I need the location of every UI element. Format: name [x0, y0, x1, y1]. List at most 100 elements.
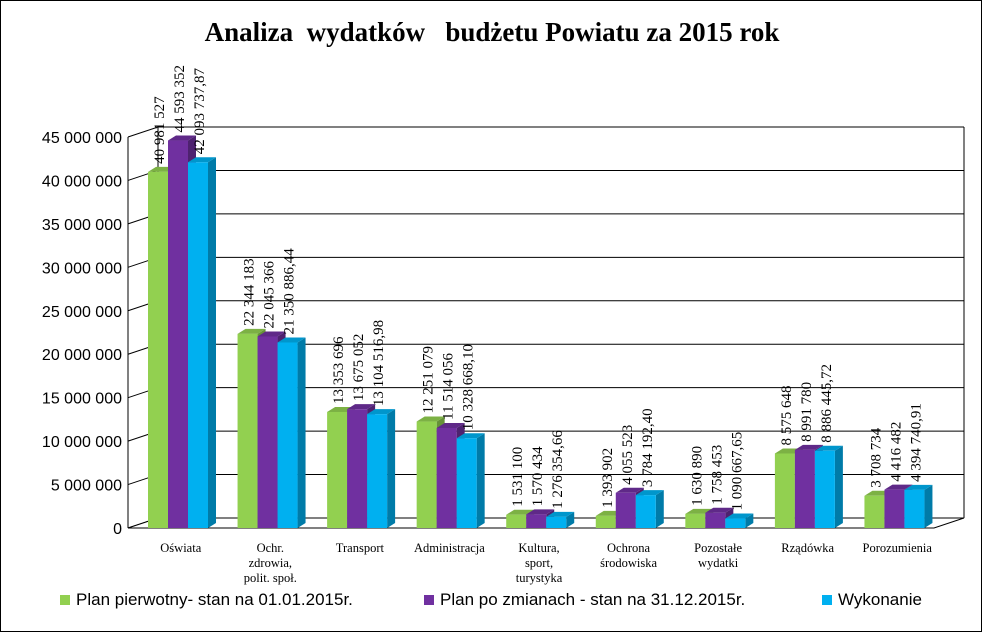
bar: [595, 515, 616, 528]
bar: [615, 492, 636, 528]
data-label: 8 575 648: [779, 385, 795, 445]
bar-top: [277, 337, 306, 343]
bar-top: [367, 409, 396, 415]
bar-top: [904, 484, 933, 490]
bar: [725, 518, 746, 528]
y-tick-label: 5 000 000: [51, 478, 122, 495]
bar-top: [506, 509, 535, 515]
data-label: 1 090 667,65: [729, 432, 745, 511]
legend-item-plan-pierwotny: Plan pierwotny- stan na 01.01.2015r.: [60, 590, 353, 610]
legend-swatch: [424, 595, 434, 605]
x-tick-label: Rządówka: [781, 541, 834, 555]
y-tick-label: 45 000 000: [42, 130, 122, 147]
data-label: 13 104 516,98: [371, 320, 387, 406]
data-label: 22 045 366: [262, 260, 278, 328]
bar-top: [635, 490, 664, 496]
data-label: 11 514 056: [441, 353, 457, 420]
bar: [794, 449, 815, 528]
data-label: 1 570 434: [530, 446, 546, 507]
bar-top: [436, 422, 465, 428]
x-tick-label: Ochrona: [607, 541, 650, 555]
bar-side: [387, 409, 396, 528]
x-tick-label: Ochr.: [257, 541, 284, 555]
x-tick-label: Administracja: [414, 541, 485, 555]
legend-label: Wykonanie: [838, 590, 922, 609]
data-label: 21 350 886,44: [282, 248, 298, 335]
data-label: 3 784 192,40: [640, 408, 656, 487]
bar-top: [456, 433, 485, 439]
bar-top: [526, 509, 555, 515]
bar-side: [924, 484, 933, 528]
data-label: 8 886 445,72: [819, 364, 835, 443]
legend-item-plan-po-zmianach: Plan po zmianach - stan na 31.12.2015r.: [424, 590, 745, 610]
bar: [884, 489, 905, 528]
data-label: 44 593 352: [172, 65, 188, 133]
chart-title: Analiza wydatków budżetu Powiatu za 2015…: [204, 17, 780, 47]
bar-top: [794, 444, 823, 450]
y-tick-label: 40 000 000: [42, 173, 122, 190]
y-tick-label: 25 000 000: [42, 304, 122, 321]
bar-side: [297, 337, 306, 528]
x-tick-label: Oświata: [160, 541, 201, 555]
data-label: 4 416 482: [888, 422, 904, 482]
data-label: 42 093 737,87: [192, 68, 208, 155]
x-tick-label: Pozostałe: [694, 541, 742, 555]
x-tick-label: turystyka: [516, 571, 563, 585]
data-label: 13 353 696: [331, 336, 347, 404]
bar-side: [655, 490, 664, 528]
data-label: 4 055 523: [620, 425, 636, 485]
bar: [774, 453, 795, 528]
bar: [436, 427, 457, 528]
bar: [277, 342, 298, 528]
bar: [814, 450, 835, 528]
legend-item-wykonanie: Wykonanie: [822, 590, 922, 610]
x-tick-label: Porozumienia: [863, 541, 933, 555]
bar-top: [884, 484, 913, 490]
bar-side: [476, 433, 485, 528]
bar-side: [208, 157, 216, 528]
data-label: 10 328 668,10: [461, 344, 477, 430]
data-label: 22 344 183: [242, 258, 258, 326]
bar: [635, 495, 656, 528]
legend-swatch: [822, 595, 832, 605]
bar: [327, 411, 348, 528]
gridline-side: [127, 126, 159, 138]
legend-label: Plan pierwotny- stan na 01.01.2015r.: [76, 590, 353, 609]
bar-top: [347, 404, 376, 410]
x-tick-label: zdrowia,: [249, 556, 292, 570]
bar: [237, 333, 258, 528]
data-label: 1 531 100: [510, 447, 526, 507]
y-tick-label: 10 000 000: [42, 434, 122, 451]
x-tick-label: polit. społ.: [244, 571, 297, 585]
bar-top: [814, 445, 843, 451]
bar: [168, 140, 188, 528]
chart-legend: Plan pierwotny- stan na 01.01.2015r. Pla…: [0, 588, 982, 616]
bar: [148, 171, 168, 528]
legend-swatch: [60, 595, 70, 605]
y-tick-label: 15 000 000: [42, 391, 122, 408]
bar-top: [615, 487, 644, 493]
bar: [705, 512, 726, 528]
data-label: 4 394 740,91: [908, 403, 924, 482]
x-tick-label: sport,: [525, 556, 553, 570]
bar-top: [546, 511, 575, 517]
bar-top: [188, 157, 216, 163]
x-tick-label: wydatki: [698, 556, 739, 570]
data-label: 1 393 902: [600, 448, 616, 508]
bar: [526, 514, 547, 528]
bar: [904, 489, 925, 528]
bar: [685, 513, 706, 528]
bar: [347, 409, 368, 528]
bar: [416, 421, 437, 528]
data-label: 1 630 890: [689, 446, 705, 506]
data-label: 3 708 734: [868, 427, 884, 488]
bar: [367, 414, 388, 528]
bar-side: [834, 445, 843, 528]
bar-side: [745, 513, 754, 528]
bar: [864, 495, 885, 528]
bar-top: [705, 507, 734, 513]
bar-top: [257, 331, 286, 337]
bar-top: [168, 135, 196, 141]
x-tick-label: Kultura,: [518, 541, 559, 555]
